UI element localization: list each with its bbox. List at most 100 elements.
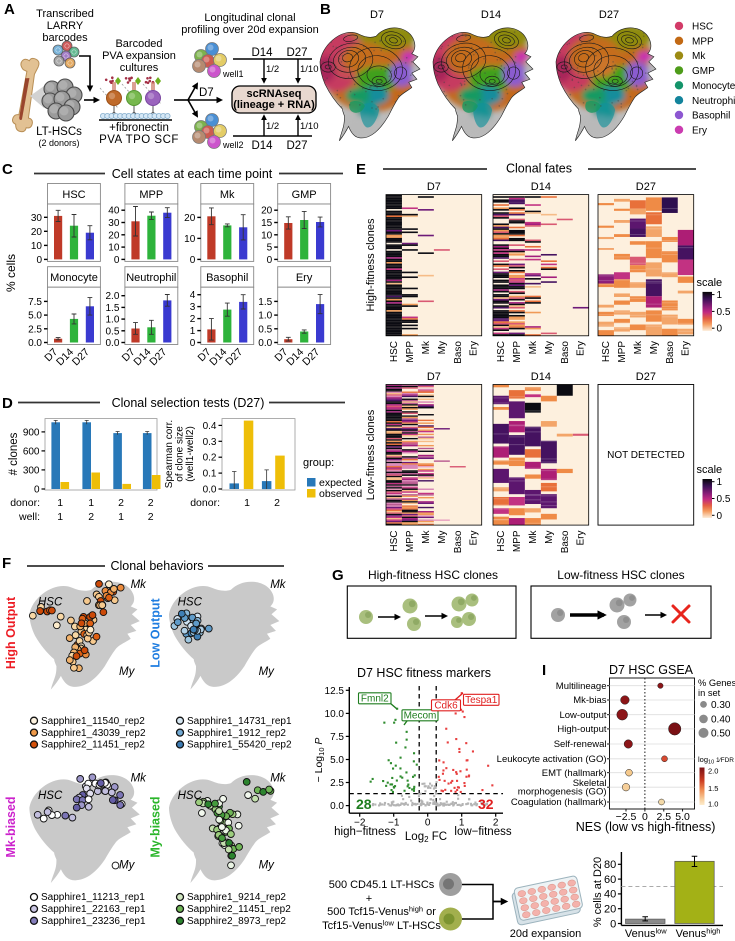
svg-text:10.0: 10.0 — [325, 709, 345, 720]
svg-text:10: 10 — [108, 243, 120, 254]
svg-text:4: 4 — [190, 290, 196, 301]
svg-text:% cells: % cells — [4, 254, 18, 292]
svg-text:1/10: 1/10 — [300, 64, 319, 75]
svg-text:Mk-biased: Mk-biased — [4, 796, 18, 857]
svg-text:1.0: 1.0 — [258, 311, 272, 322]
svg-text:0: 0 — [642, 811, 648, 823]
svg-text:2.5: 2.5 — [28, 324, 42, 335]
svg-text:1: 1 — [57, 497, 63, 509]
svg-text:My: My — [544, 341, 555, 354]
svg-text:20: 20 — [108, 230, 120, 241]
svg-text:PVA TPO SCF: PVA TPO SCF — [99, 134, 179, 146]
svg-text:300: 300 — [23, 465, 40, 476]
svg-text:My: My — [119, 666, 136, 678]
svg-text:0: 0 — [717, 324, 723, 335]
svg-text:0.0: 0.0 — [330, 801, 344, 812]
svg-text:20: 20 — [31, 227, 43, 238]
svg-text:(lineage + RNA): (lineage + RNA) — [233, 99, 315, 111]
svg-text:NOT DETECTED: NOT DETECTED — [607, 450, 685, 461]
svg-text:High-output: High-output — [557, 724, 606, 735]
svg-text:0.5: 0.5 — [717, 494, 731, 505]
svg-text:GMP: GMP — [292, 189, 317, 201]
svg-text:Basophil: Basophil — [692, 111, 730, 122]
svg-text:D7 HSC GSEA: D7 HSC GSEA — [609, 663, 694, 677]
svg-text:10: 10 — [184, 234, 196, 245]
svg-text:20: 20 — [184, 213, 196, 224]
svg-text:D27: D27 — [223, 346, 245, 368]
svg-text:MPP: MPP — [405, 530, 416, 552]
svg-text:12.5: 12.5 — [325, 686, 345, 697]
svg-text:MPP: MPP — [512, 341, 523, 363]
svg-text:0.0: 0.0 — [203, 485, 217, 496]
svg-text:NES (low vs high-fitness): NES (low vs high-fitness) — [576, 820, 716, 834]
svg-text:30: 30 — [108, 218, 120, 229]
svg-text:Clonal fates: Clonal fates — [506, 162, 572, 176]
svg-text:1: 1 — [57, 511, 63, 523]
svg-text:donor:: donor: — [10, 497, 40, 509]
svg-text:1: 1 — [717, 477, 723, 488]
svg-text:Low-output: Low-output — [559, 710, 606, 721]
svg-text:2.0: 2.0 — [708, 766, 718, 775]
svg-text:D7: D7 — [199, 87, 214, 99]
svg-text:Mk: Mk — [692, 51, 706, 62]
svg-text:10: 10 — [31, 241, 43, 252]
svg-text:EMT (hallmark): EMT (hallmark) — [542, 768, 607, 779]
svg-text:Sapphire2_11451_rep2: Sapphire2_11451_rep2 — [41, 740, 145, 751]
svg-text:Ery: Ery — [469, 531, 480, 546]
svg-text:0.5: 0.5 — [717, 307, 731, 318]
svg-text:Cdk6: Cdk6 — [434, 701, 458, 712]
svg-text:My: My — [437, 531, 448, 544]
svg-text:D14: D14 — [531, 181, 551, 193]
svg-text:HSC: HSC — [601, 341, 612, 362]
svg-text:32: 32 — [478, 796, 494, 812]
svg-text:Baso: Baso — [560, 530, 571, 553]
svg-text:F: F — [2, 555, 11, 572]
svg-text:Mk: Mk — [633, 340, 644, 354]
svg-text:D27: D27 — [300, 346, 322, 368]
svg-text:1: 1 — [88, 497, 94, 509]
svg-text:Mk: Mk — [270, 772, 287, 784]
svg-text:Spearman corr.: Spearman corr. — [164, 420, 175, 488]
svg-text:D27: D27 — [70, 346, 92, 368]
svg-text:60: 60 — [604, 874, 616, 886]
svg-text:0.40: 0.40 — [711, 714, 731, 725]
svg-text:Skeletal: Skeletal — [573, 778, 607, 789]
svg-text:0.2: 0.2 — [203, 453, 217, 464]
svg-text:600: 600 — [23, 446, 40, 457]
svg-text:observed: observed — [319, 488, 362, 500]
svg-text:Sapphire1_55420_rep2: Sapphire1_55420_rep2 — [187, 740, 292, 751]
svg-text:0.5: 0.5 — [258, 324, 272, 335]
svg-text:1: 1 — [118, 511, 124, 523]
svg-text:5.0: 5.0 — [28, 311, 42, 322]
svg-text:3: 3 — [190, 302, 196, 313]
svg-text:0.0: 0.0 — [28, 338, 42, 349]
svg-text:1: 1 — [459, 818, 465, 829]
svg-text:Baso: Baso — [453, 341, 464, 364]
svg-text:30: 30 — [31, 213, 43, 224]
svg-text:MPP: MPP — [405, 341, 416, 363]
svg-text:Sapphire1_43039_rep2: Sapphire1_43039_rep2 — [41, 728, 146, 739]
svg-text:0.1: 0.1 — [203, 469, 217, 480]
svg-text:donor:: donor: — [190, 497, 220, 509]
svg-text:500 CD45.1 LT-HSCs: 500 CD45.1 LT-HSCs — [329, 879, 435, 891]
svg-text:7.5: 7.5 — [330, 732, 344, 743]
svg-text:1: 1 — [190, 326, 196, 337]
svg-text:2: 2 — [88, 511, 94, 523]
svg-text:Transcribed: Transcribed — [36, 8, 94, 20]
svg-text:0.30: 0.30 — [711, 700, 731, 711]
svg-text:My: My — [259, 666, 276, 678]
svg-text:High-fitness HSC clones: High-fitness HSC clones — [368, 568, 498, 582]
svg-text:Sapphire1_1912_rep2: Sapphire1_1912_rep2 — [187, 728, 286, 739]
svg-text:0: 0 — [190, 255, 196, 266]
svg-text:HSC: HSC — [389, 531, 400, 552]
svg-text:5.0: 5.0 — [330, 755, 344, 766]
svg-text:Monocyte: Monocyte — [692, 81, 735, 92]
svg-text:log10 1⁄FDR: log10 1⁄FDR — [698, 755, 734, 766]
svg-text:2: 2 — [190, 314, 196, 325]
svg-text:Ery: Ery — [692, 125, 707, 136]
svg-text:Venuslow: Venuslow — [625, 927, 667, 941]
svg-text:D: D — [2, 395, 13, 412]
svg-text:Ery: Ery — [681, 341, 692, 356]
svg-text:2: 2 — [148, 511, 154, 523]
svg-text:20: 20 — [604, 904, 616, 916]
